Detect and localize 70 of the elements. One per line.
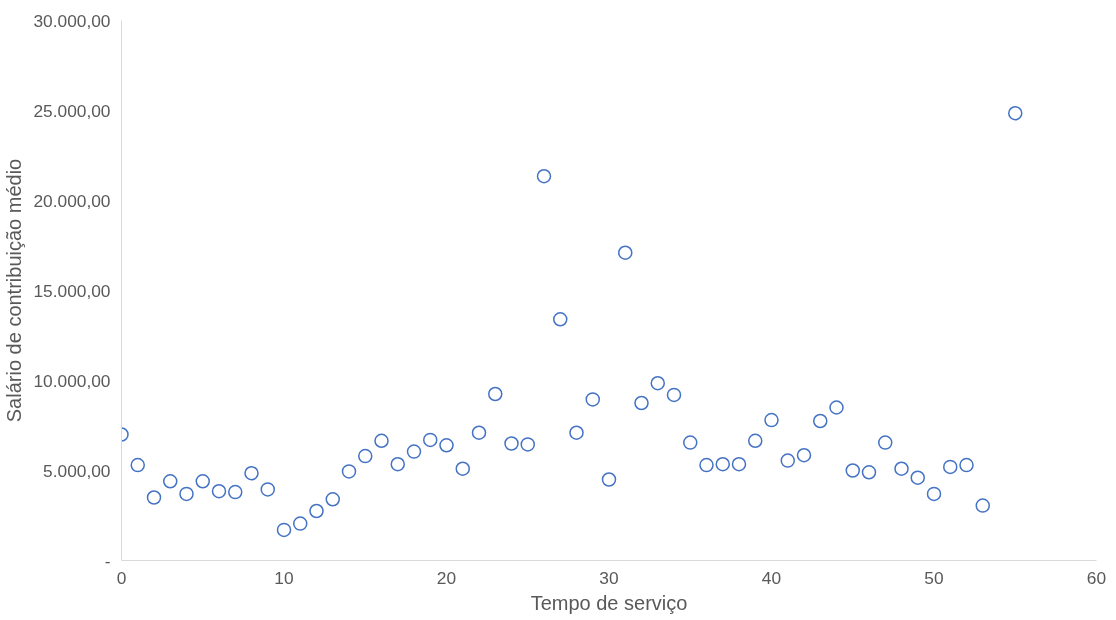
point xyxy=(358,448,373,464)
point xyxy=(260,482,275,497)
x-tick-label: 50 xyxy=(924,567,944,588)
point xyxy=(861,465,877,480)
point xyxy=(878,435,893,450)
x-tick-label: 30 xyxy=(599,567,619,588)
point xyxy=(146,490,162,505)
point xyxy=(488,386,503,402)
point xyxy=(423,432,438,448)
x-axis-title: Tempo de serviço xyxy=(530,591,688,614)
x-tick-label: 40 xyxy=(761,567,782,588)
point xyxy=(910,470,925,485)
point xyxy=(845,463,860,478)
y-tick-label: 30.000,00 xyxy=(33,10,111,31)
point xyxy=(536,168,552,184)
point xyxy=(179,486,194,502)
point xyxy=(943,459,958,475)
x-tick-label: 20 xyxy=(436,567,457,588)
point xyxy=(325,492,340,507)
point xyxy=(276,522,292,538)
x-tick-label: 10 xyxy=(274,567,294,588)
point xyxy=(553,312,568,327)
point xyxy=(293,516,308,531)
point xyxy=(959,457,974,473)
y-tick-label: 10.000,00 xyxy=(33,370,111,391)
point xyxy=(211,483,227,499)
x-tick-label: 0 xyxy=(116,567,127,588)
point xyxy=(975,498,990,513)
point xyxy=(390,456,405,472)
point xyxy=(309,503,324,519)
point xyxy=(780,453,795,468)
point xyxy=(455,461,470,476)
point xyxy=(504,436,519,451)
point xyxy=(650,375,665,391)
x-tick-label: 60 xyxy=(1086,567,1107,588)
point xyxy=(634,395,649,411)
y-axis-title: Salário de contribuição médio xyxy=(3,158,26,423)
point xyxy=(520,437,535,452)
point xyxy=(163,474,178,489)
point xyxy=(341,464,357,479)
point xyxy=(1008,105,1023,121)
point xyxy=(471,425,487,440)
point xyxy=(829,400,844,415)
point xyxy=(228,484,243,500)
point xyxy=(195,474,210,489)
point xyxy=(926,486,942,502)
y-tick-label: 15.000,00 xyxy=(33,280,111,301)
y-tick-label: 5.000,00 xyxy=(43,460,111,481)
point xyxy=(244,465,259,481)
y-tick-label: 20.000,00 xyxy=(33,190,111,211)
point xyxy=(666,387,682,403)
point xyxy=(731,456,747,472)
point xyxy=(601,472,617,487)
point xyxy=(439,438,454,453)
point xyxy=(699,457,714,473)
point xyxy=(618,245,633,260)
point xyxy=(130,457,145,473)
point xyxy=(764,412,779,428)
point xyxy=(406,444,422,459)
point xyxy=(683,435,698,450)
point xyxy=(894,461,909,476)
y-tick-label: - xyxy=(104,550,111,571)
y-tick-label: 25.000,00 xyxy=(33,100,111,121)
point xyxy=(813,413,828,429)
point xyxy=(374,433,389,449)
point xyxy=(715,456,730,472)
point xyxy=(585,392,600,407)
point xyxy=(569,425,584,440)
point xyxy=(748,433,763,449)
point xyxy=(796,447,812,463)
